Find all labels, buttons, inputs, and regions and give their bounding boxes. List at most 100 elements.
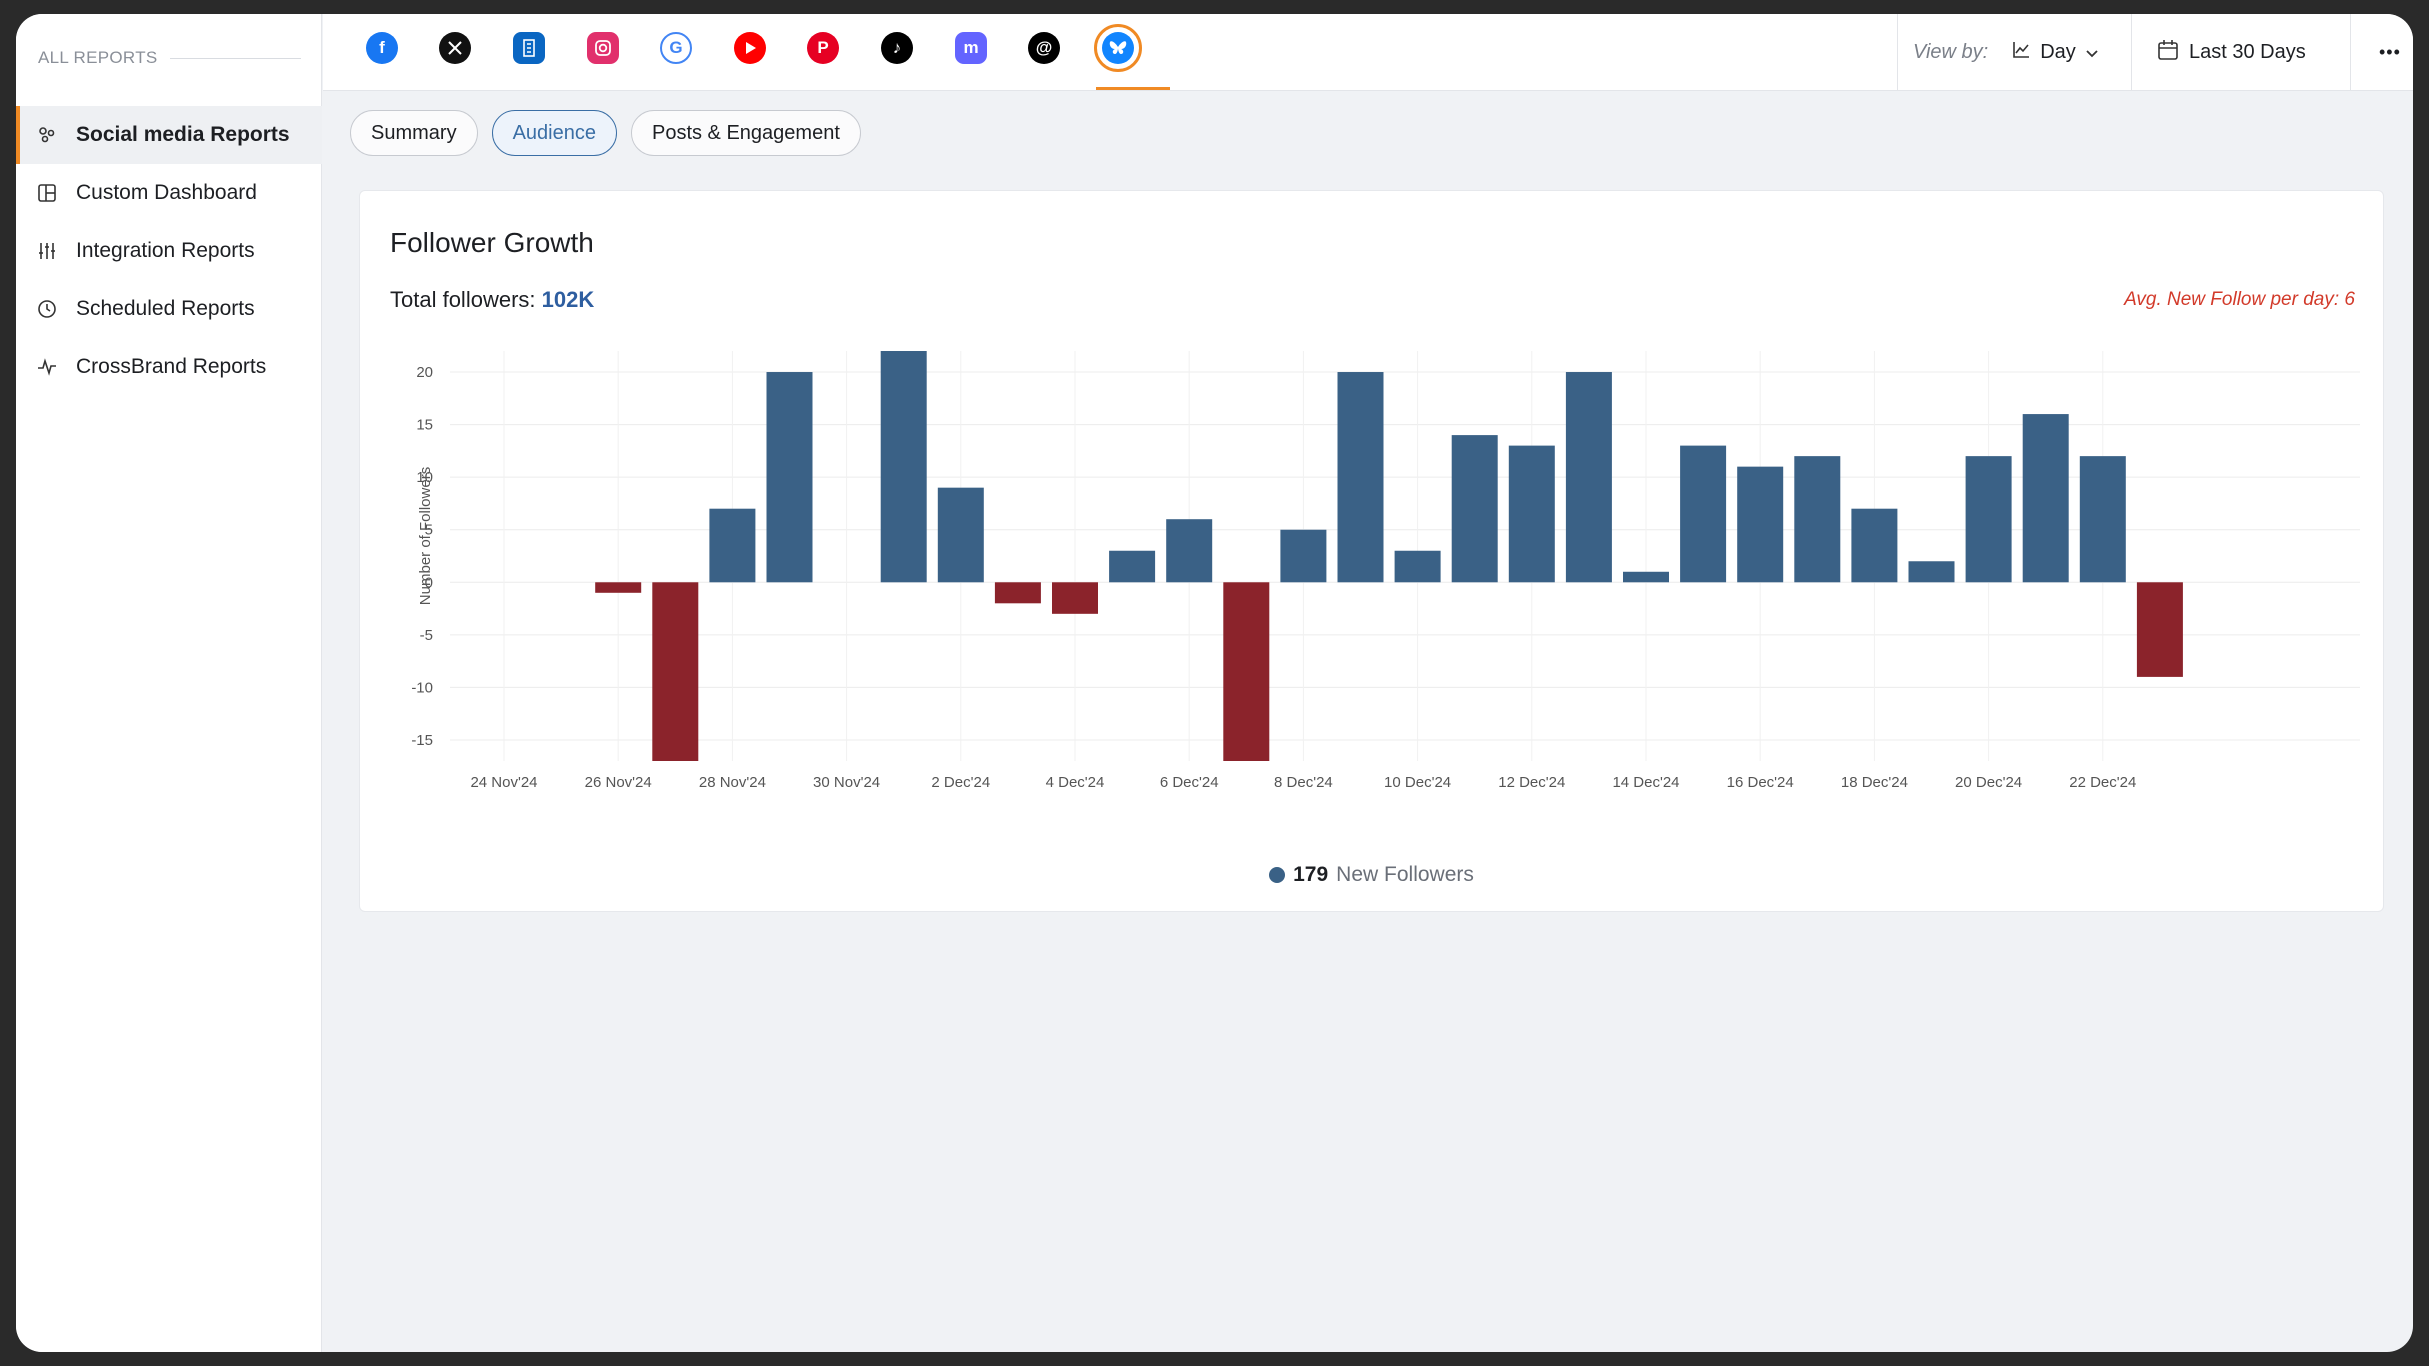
x-tick-label: 14 Dec'24 bbox=[1612, 774, 1679, 791]
bar-29-nov-24 bbox=[766, 372, 813, 583]
bar-16-dec-24 bbox=[1737, 466, 1784, 583]
bar-26-nov-24 bbox=[595, 582, 642, 593]
bar-2-dec-24 bbox=[937, 487, 984, 583]
sidebar-item-label: Integration Reports bbox=[76, 239, 255, 262]
pulse-icon bbox=[36, 356, 58, 378]
bar-11-dec-24 bbox=[1451, 435, 1498, 583]
app-window: ALL REPORTS Social media Reports Custom … bbox=[16, 14, 2413, 1352]
active-tab-underline bbox=[1096, 87, 1170, 90]
sidebar-item-label: Scheduled Reports bbox=[76, 297, 255, 320]
social-reports-icon bbox=[36, 124, 58, 146]
clock-icon bbox=[36, 298, 58, 320]
sidebar-item-crossbrand-reports[interactable]: CrossBrand Reports bbox=[16, 338, 322, 396]
y-tick-label: -5 bbox=[420, 627, 433, 644]
x-tick-label: 22 Dec'24 bbox=[2069, 774, 2136, 791]
x-tick-label: 16 Dec'24 bbox=[1727, 774, 1794, 791]
sidebar-item-label: Social media Reports bbox=[76, 123, 290, 146]
x-tick-label: 24 Nov'24 bbox=[470, 774, 537, 791]
divider bbox=[2131, 14, 2132, 91]
x-tick-label: 28 Nov'24 bbox=[699, 774, 766, 791]
bar-27-nov-24 bbox=[652, 582, 699, 761]
bar-14-dec-24 bbox=[1623, 571, 1669, 583]
tiktok-icon[interactable]: ♪ bbox=[881, 32, 913, 64]
facebook-icon[interactable]: f bbox=[366, 32, 398, 64]
divider bbox=[169, 57, 301, 59]
x-tick-label: 26 Nov'24 bbox=[585, 774, 652, 791]
bar-8-dec-24 bbox=[1280, 529, 1327, 583]
x-icon[interactable] bbox=[439, 32, 471, 64]
x-tick-label: 4 Dec'24 bbox=[1046, 774, 1105, 791]
bar-6-dec-24 bbox=[1166, 519, 1213, 583]
y-tick-label: 20 bbox=[416, 364, 433, 381]
dashboard-icon bbox=[36, 182, 58, 204]
sidebar-item-custom-dashboard[interactable]: Custom Dashboard bbox=[16, 164, 322, 222]
youtube-icon[interactable] bbox=[734, 32, 766, 64]
bar-17-dec-24 bbox=[1794, 456, 1841, 583]
y-tick-label: 0 bbox=[425, 574, 433, 591]
legend-dot bbox=[1269, 867, 1286, 883]
pinterest-icon[interactable]: P bbox=[807, 32, 839, 64]
y-tick-label: 5 bbox=[425, 522, 433, 539]
bar-28-nov-24 bbox=[709, 508, 756, 583]
bar-7-dec-24 bbox=[1223, 582, 1270, 761]
legend-label: New Followers bbox=[1336, 863, 1474, 886]
chart-legend[interactable]: 179 New Followers bbox=[360, 863, 2383, 887]
total-followers: Total followers: 102K bbox=[390, 287, 594, 313]
date-range-label: Last 30 Days bbox=[2189, 41, 2306, 63]
view-by-label: View by: bbox=[1913, 41, 1989, 63]
sidebar-item-scheduled-reports[interactable]: Scheduled Reports bbox=[16, 280, 322, 338]
linkedin-pages-icon[interactable] bbox=[513, 32, 545, 64]
avg-new-follow: Avg. New Follow per day: 6 bbox=[2124, 289, 2355, 310]
follower-growth-card: Follower Growth Total followers: 102K Av… bbox=[359, 190, 2384, 912]
bar-19-dec-24 bbox=[1908, 561, 1955, 583]
more-options-button[interactable]: ••• bbox=[2379, 14, 2401, 91]
divider bbox=[1897, 14, 1898, 91]
sidebar-item-label: CrossBrand Reports bbox=[76, 355, 267, 378]
x-tick-label: 12 Dec'24 bbox=[1498, 774, 1565, 791]
threads-icon[interactable]: @ bbox=[1028, 32, 1060, 64]
sidebar: ALL REPORTS Social media Reports Custom … bbox=[16, 14, 322, 1352]
y-tick-label: -15 bbox=[411, 732, 433, 749]
sidebar-header-label: ALL REPORTS bbox=[38, 48, 158, 67]
x-tick-label: 30 Nov'24 bbox=[813, 774, 880, 791]
card-title: Follower Growth bbox=[390, 227, 594, 258]
bar-23-dec-24 bbox=[2136, 582, 2183, 677]
chevron-down-icon bbox=[2086, 41, 2098, 64]
instagram-icon[interactable] bbox=[587, 32, 619, 64]
bar-9-dec-24 bbox=[1337, 372, 1384, 583]
sliders-icon bbox=[36, 240, 58, 262]
bar-5-dec-24 bbox=[1109, 550, 1156, 583]
bar-21-dec-24 bbox=[2022, 414, 2069, 583]
x-tick-label: 8 Dec'24 bbox=[1274, 774, 1333, 791]
calendar-icon bbox=[2157, 39, 2179, 67]
active-network-ring bbox=[1094, 24, 1142, 72]
more-icon: ••• bbox=[2379, 42, 2401, 62]
x-tick-label: 10 Dec'24 bbox=[1384, 774, 1451, 791]
mastodon-icon[interactable]: m bbox=[955, 32, 987, 64]
bar-1-dec-24 bbox=[880, 351, 927, 583]
google-icon[interactable]: G bbox=[660, 32, 692, 64]
total-followers-value: 102K bbox=[541, 287, 595, 312]
total-followers-label: Total followers: bbox=[390, 287, 542, 312]
view-by-control[interactable]: View by: Day bbox=[1913, 14, 2098, 91]
x-tick-label: 20 Dec'24 bbox=[1955, 774, 2022, 791]
date-range-picker[interactable]: Last 30 Days bbox=[2157, 14, 2306, 91]
line-chart-icon bbox=[2012, 41, 2030, 65]
y-tick-label: 15 bbox=[416, 417, 433, 434]
tab-summary[interactable]: Summary bbox=[350, 110, 478, 156]
bar-13-dec-24 bbox=[1565, 372, 1612, 583]
sidebar-header: ALL REPORTS bbox=[38, 48, 301, 68]
bar-4-dec-24 bbox=[1052, 582, 1098, 614]
bar-10-dec-24 bbox=[1394, 550, 1441, 583]
y-axis-label: Number of Followers bbox=[417, 467, 434, 605]
bar-18-dec-24 bbox=[1851, 508, 1898, 583]
tab-posts-engagement[interactable]: Posts & Engagement bbox=[630, 110, 861, 156]
sidebar-item-social-media-reports[interactable]: Social media Reports bbox=[16, 106, 322, 164]
bar-12-dec-24 bbox=[1508, 445, 1555, 583]
sidebar-item-integration-reports[interactable]: Integration Reports bbox=[16, 222, 322, 280]
view-by-value: Day bbox=[2040, 41, 2076, 63]
divider bbox=[2350, 14, 2351, 91]
network-toolbar: f G P ♪ m @ View by: Day bbox=[323, 14, 2413, 91]
tab-audience[interactable]: Audience bbox=[491, 110, 617, 156]
bluesky-icon[interactable] bbox=[1102, 32, 1134, 64]
